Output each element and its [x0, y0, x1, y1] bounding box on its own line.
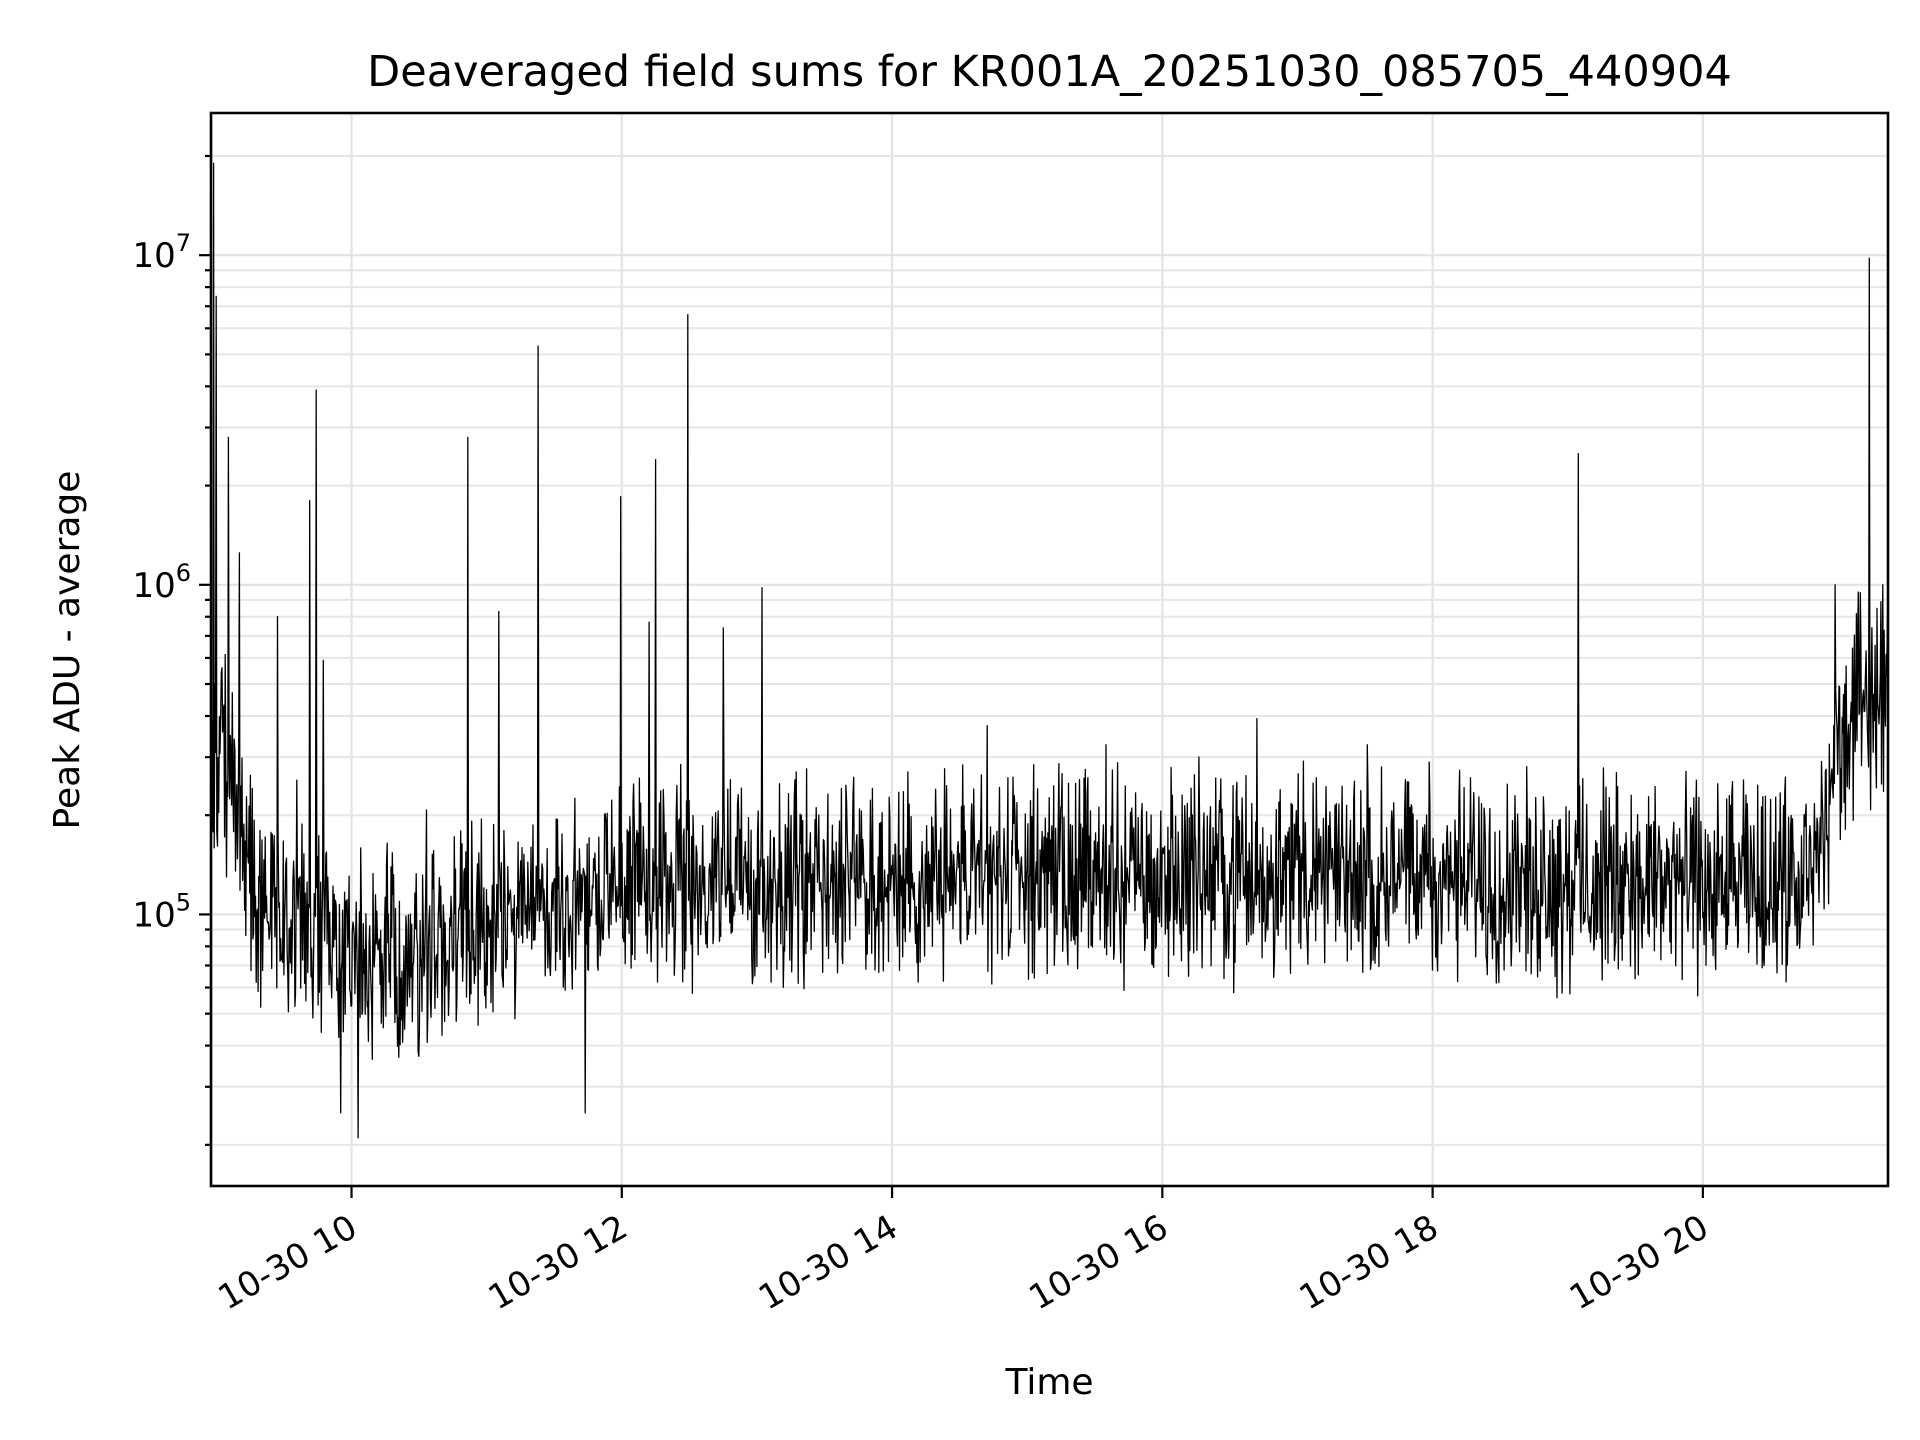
- series-layer: [210, 162, 1889, 1139]
- y-tick-label: 106: [132, 559, 191, 606]
- series-line: [210, 162, 1889, 1139]
- y-tick-label: 107: [132, 229, 191, 276]
- y-tick-label: 105: [132, 888, 191, 935]
- plot-frame: [209, 111, 1890, 1188]
- chart-title: Deaveraged field sums for KR001A_2025103…: [367, 47, 1732, 97]
- x-axis-label: Time: [1004, 1362, 1093, 1403]
- y-axis-label: Peak ADU - average: [47, 471, 88, 830]
